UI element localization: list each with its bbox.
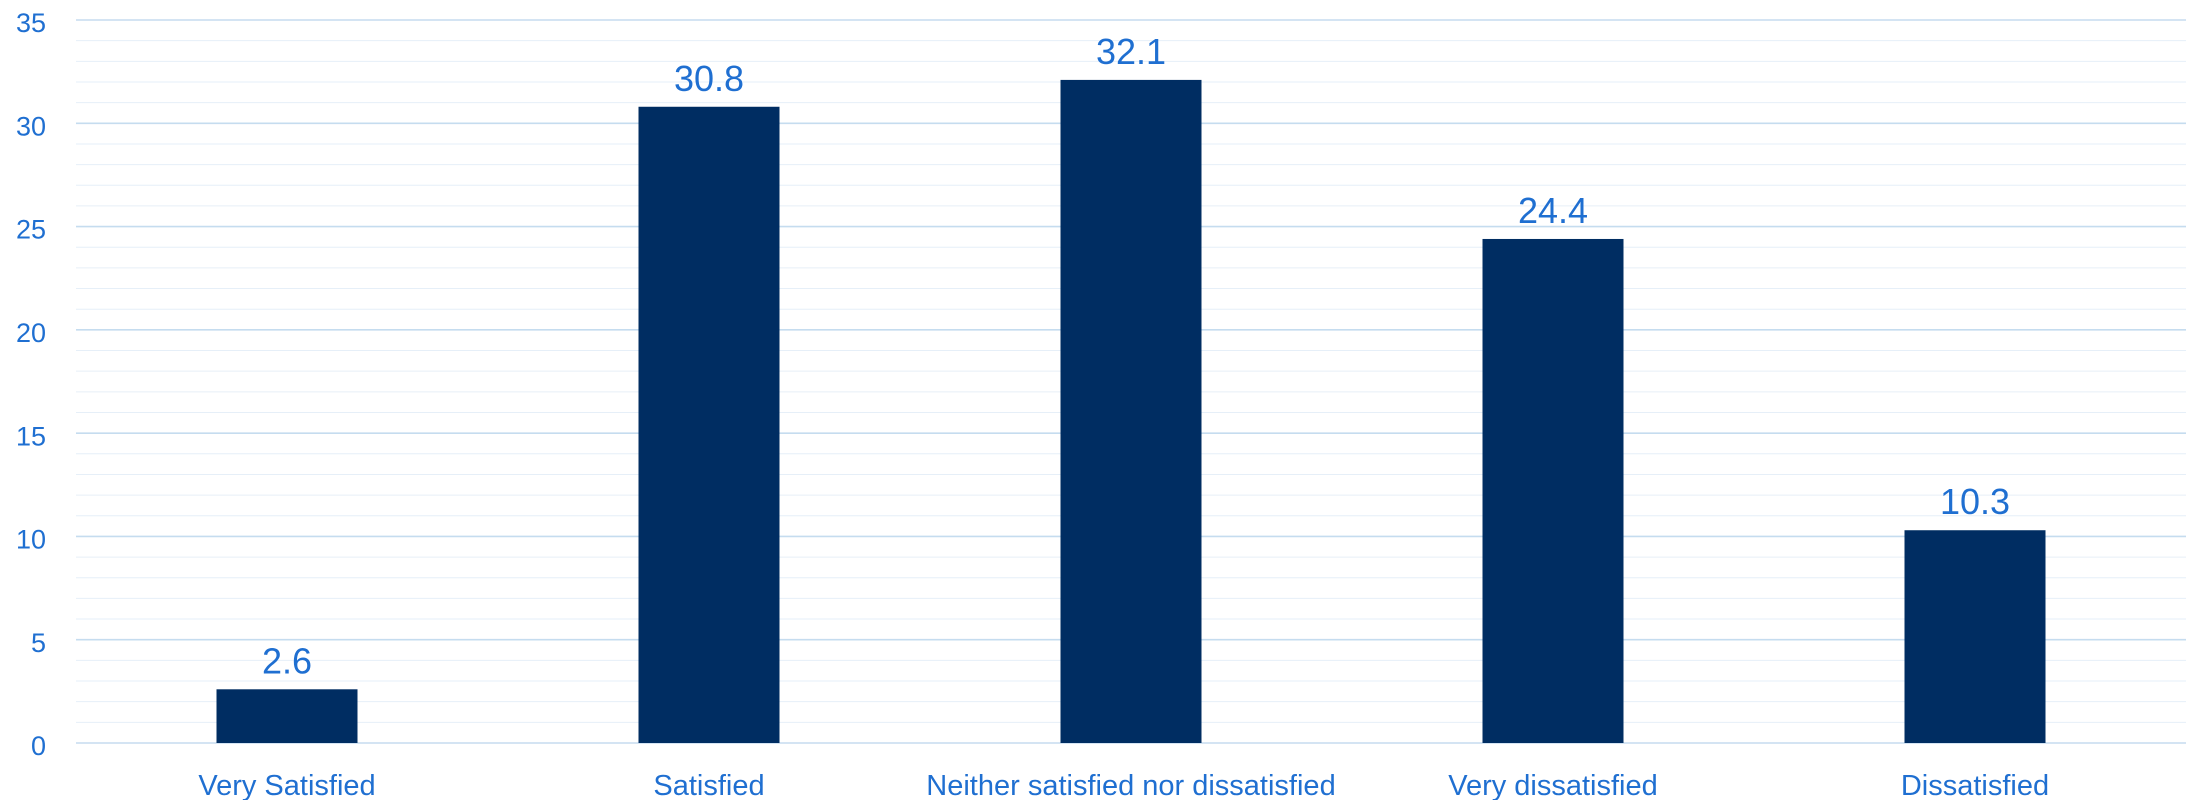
bar	[216, 689, 358, 743]
y-tick-label: 25	[16, 215, 46, 245]
bar	[1482, 238, 1624, 744]
bar-value-label: 30.8	[674, 58, 744, 99]
y-axis-tick-labels: 0 5 10 15 20 25 30 35	[16, 8, 46, 761]
bar-value-label: 24.4	[1518, 190, 1588, 231]
y-tick-label: 15	[16, 421, 46, 451]
x-category-label: Satisfied	[653, 770, 764, 800]
y-tick-label: 35	[16, 8, 46, 38]
x-category-label: Very dissatisfied	[1448, 770, 1658, 800]
x-category-label: Neither satisfied nor dissatisfied	[926, 770, 1335, 800]
x-category-label: Dissatisfied	[1901, 770, 2049, 800]
bars	[216, 79, 2046, 744]
x-category-label: Very Satisfied	[198, 770, 375, 800]
data-labels: 2.6 30.8 32.1 24.4 10.3	[262, 31, 2010, 681]
bar	[638, 106, 780, 743]
bar-value-label: 32.1	[1096, 31, 1166, 72]
y-tick-label: 30	[16, 111, 46, 141]
bar-value-label: 10.3	[1940, 481, 2010, 522]
bar	[1060, 79, 1202, 744]
x-axis-category-labels: Very Satisfied Satisfied Neither satisfied…	[198, 770, 2049, 800]
y-tick-label: 0	[31, 731, 46, 761]
y-tick-label: 10	[16, 525, 46, 555]
y-tick-label: 5	[31, 628, 46, 658]
bar-value-label: 2.6	[262, 640, 312, 681]
bar	[1904, 530, 2046, 743]
y-tick-label: 20	[16, 318, 46, 348]
